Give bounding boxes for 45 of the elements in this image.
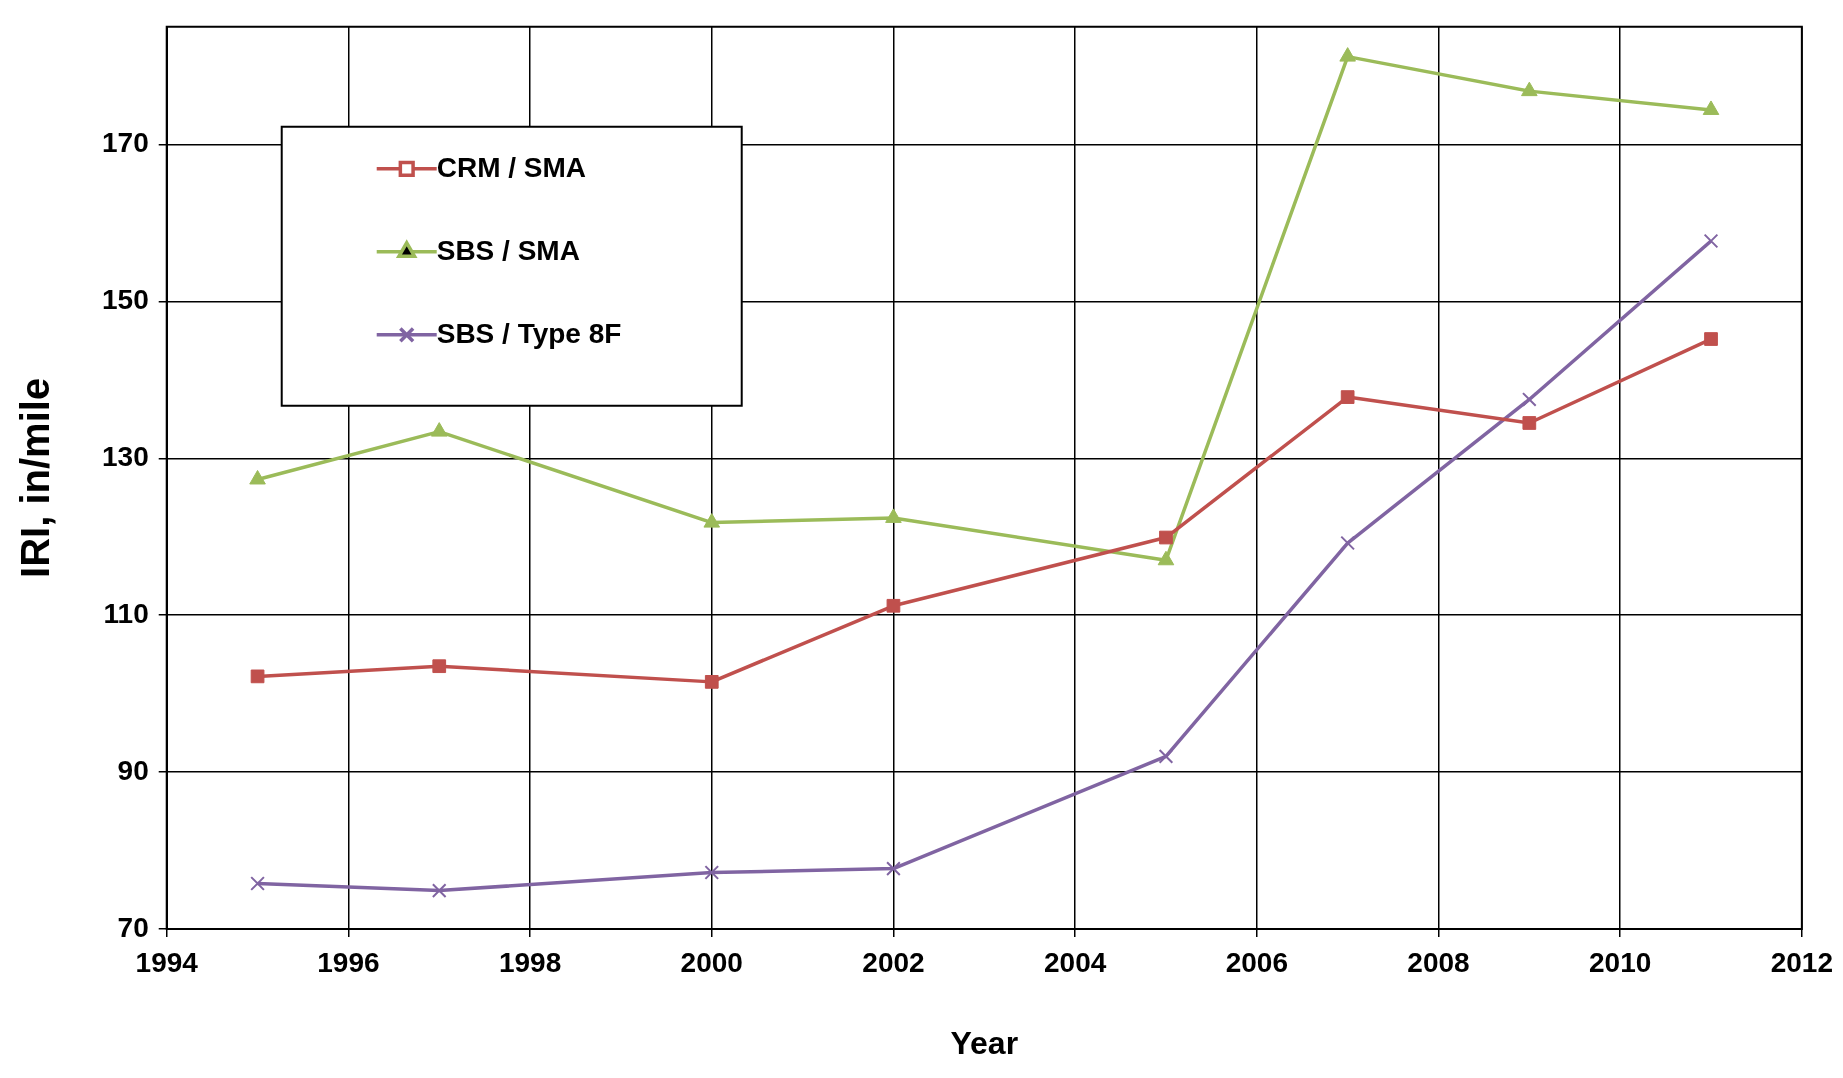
x-axis-title: Year (950, 1024, 1019, 1061)
x-tick-label: 2000 (680, 946, 743, 978)
y-tick-label: 170 (102, 127, 149, 159)
y-tick-label: 70 (117, 911, 149, 943)
y-tick-label: 150 (102, 284, 149, 316)
point (250, 669, 265, 684)
point (704, 675, 719, 689)
point (250, 876, 265, 891)
y-tick-label: 90 (117, 754, 149, 786)
point (1704, 332, 1718, 346)
y-axis-title: IRI, in/mile (13, 377, 58, 578)
legend-label: SBS / Type 8F (436, 317, 622, 349)
x-tick-label: 2010 (1589, 946, 1652, 978)
point (1702, 100, 1720, 115)
point (430, 422, 448, 437)
point (886, 598, 901, 613)
point (885, 508, 902, 523)
y-tick-label: 110 (103, 597, 149, 629)
x-tick-label: 1996 (317, 946, 380, 978)
x-tick-label: 2006 (1225, 946, 1288, 978)
point (431, 883, 447, 898)
y-tick-label: 130 (102, 441, 149, 473)
legend-label: CRM / SMA (436, 151, 587, 183)
point (1340, 535, 1356, 551)
x-tick-label: 2004 (1043, 946, 1107, 978)
point (249, 469, 266, 485)
x-tick-label: 1998 (498, 946, 562, 978)
point (1521, 81, 1538, 97)
point (886, 861, 901, 876)
point (703, 513, 721, 528)
point (1339, 47, 1356, 62)
point (1340, 390, 1355, 404)
point (1521, 392, 1537, 407)
x-tick-label: 2012 (1770, 946, 1833, 978)
x-tick-label: 2002 (862, 946, 925, 978)
legend-label: SBS / SMA (436, 234, 580, 266)
x-tick-label: 2008 (1407, 946, 1470, 978)
x-tick-label: 1994 (135, 946, 199, 978)
point (1157, 550, 1175, 566)
point (1703, 233, 1719, 249)
point (1159, 530, 1173, 545)
point (1158, 749, 1174, 764)
point (704, 865, 720, 880)
point (432, 659, 447, 674)
point (1522, 416, 1537, 430)
